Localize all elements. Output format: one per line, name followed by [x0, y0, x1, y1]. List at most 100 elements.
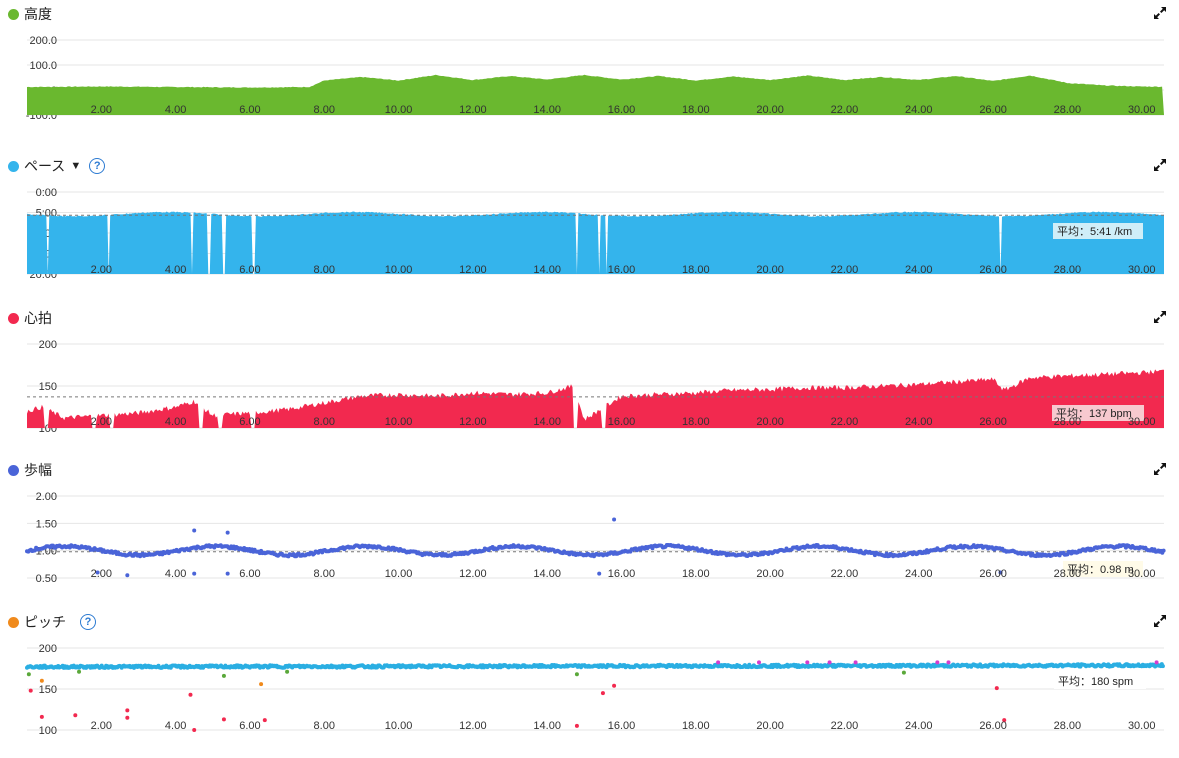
cadence-legend-dot: [8, 616, 19, 628]
expand-icon[interactable]: [1153, 614, 1167, 628]
cadence-title: ピッチ: [24, 614, 66, 630]
x-tick-label: 4.00: [165, 104, 186, 116]
y-tick-label: 150: [39, 684, 57, 696]
heart-rate-panel: 心拍 200 150 100 平均：137 bpm 2.00 4.00 6.00 8.00 10…: [0, 304, 1179, 454]
x-tick-label: 28.00: [1054, 416, 1082, 428]
x-tick-label: 6.00: [239, 264, 260, 276]
cadence-low-point: [612, 683, 617, 688]
x-tick-label: 18.00: [682, 104, 710, 116]
expand-icon[interactable]: [1153, 6, 1167, 20]
cadence-high-point: [853, 660, 858, 665]
x-tick-label: 10.00: [385, 720, 413, 732]
x-tick-label: 2.00: [91, 720, 112, 732]
stride-point: [1161, 548, 1166, 553]
cadence-outlier-point: [77, 669, 82, 674]
x-tick-label: 18.00: [682, 568, 710, 580]
heart-rate-title: 心拍: [24, 310, 52, 326]
x-tick-label: 22.00: [831, 416, 859, 428]
x-tick-label: 30.00: [1128, 416, 1156, 428]
altitude-panel: 高度 200.0100.00-100.02.004.006.008.0010.0…: [0, 0, 1179, 150]
x-tick-label: 26.00: [979, 568, 1007, 580]
stride-outlier-point: [225, 571, 230, 576]
cadence-low-point: [262, 718, 267, 723]
cadence-low-point: [125, 715, 130, 720]
x-tick-label: 12.00: [459, 720, 487, 732]
x-tick-label: 6.00: [239, 104, 260, 116]
heart-rate-area: [27, 369, 1164, 428]
x-tick-label: 12.00: [459, 568, 487, 580]
pace-area: [27, 211, 1164, 274]
x-tick-label: 14.00: [533, 416, 561, 428]
x-tick-label: 20.00: [756, 416, 784, 428]
pace-average-label-bg: [1053, 223, 1143, 239]
x-tick-label: 24.00: [905, 568, 933, 580]
expand-icon[interactable]: [1153, 158, 1167, 172]
cadence-outlier-point: [39, 678, 44, 683]
cadence-low-point: [192, 728, 197, 732]
help-icon[interactable]: ?: [80, 614, 96, 630]
x-tick-label: 26.00: [979, 720, 1007, 732]
expand-icon[interactable]: [1153, 462, 1167, 476]
cadence-average-label-text: 平均：180 spm: [1058, 675, 1133, 688]
x-tick-label: 20.00: [756, 568, 784, 580]
x-tick-label: 16.00: [608, 416, 636, 428]
x-tick-label: 12.00: [459, 264, 487, 276]
x-tick-label: 10.00: [385, 568, 413, 580]
cadence-point: [1160, 664, 1165, 669]
cadence-average-label-bg: [1054, 673, 1146, 689]
x-tick-label: 16.00: [608, 720, 636, 732]
x-tick-label: 2.00: [91, 104, 112, 116]
stride-outlier-point: [612, 517, 617, 522]
expand-icon[interactable]: [1153, 310, 1167, 324]
pace-legend-dot: [8, 160, 19, 172]
cadence-low-point: [994, 686, 999, 691]
x-tick-label: 4.00: [165, 720, 186, 732]
cadence-header: ピッチ ?: [8, 612, 96, 632]
x-tick-label: 22.00: [831, 568, 859, 580]
y-tick-label: 0.50: [36, 573, 57, 585]
x-tick-label: 14.00: [533, 720, 561, 732]
x-tick-label: 22.00: [831, 264, 859, 276]
x-tick-label: 4.00: [165, 416, 186, 428]
pace-average-label-text: 平均：5:41 /km: [1057, 225, 1132, 238]
y-tick-label: 1.50: [36, 518, 57, 530]
cadence-low-point: [73, 713, 78, 718]
x-tick-label: 22.00: [831, 720, 859, 732]
x-tick-label: 16.00: [608, 264, 636, 276]
y-tick-label: 2.00: [36, 491, 57, 503]
x-tick-label: 4.00: [165, 264, 186, 276]
stride-header: 歩幅: [8, 460, 52, 480]
cadence-low-point: [125, 708, 130, 713]
cadence-high-point: [805, 660, 810, 665]
x-tick-label: 8.00: [314, 568, 335, 580]
x-tick-label: 6.00: [239, 720, 260, 732]
stride-outlier-point: [597, 571, 602, 576]
heart-rate-average-label: 平均：137 bpm: [1052, 405, 1144, 421]
y-tick-label: 100.0: [29, 60, 57, 72]
x-tick-label: 16.00: [608, 568, 636, 580]
x-tick-label: 20.00: [756, 104, 784, 116]
altitude-area: [27, 74, 1164, 115]
x-tick-label: 18.00: [682, 416, 710, 428]
y-tick-label: 150: [39, 381, 57, 393]
cadence-low-point: [600, 691, 605, 696]
cadence-high-point: [716, 660, 721, 665]
x-tick-label: 26.00: [979, 416, 1007, 428]
x-tick-label: 8.00: [314, 416, 335, 428]
stride-outlier-point: [192, 571, 197, 576]
x-tick-label: 24.00: [905, 416, 933, 428]
cadence-outlier-point: [259, 682, 264, 687]
help-icon[interactable]: ?: [89, 158, 106, 174]
x-tick-label: 14.00: [533, 264, 561, 276]
x-tick-label: 30.00: [1128, 720, 1156, 732]
cadence-low-point: [221, 717, 226, 722]
x-tick-label: 14.00: [533, 104, 561, 116]
x-tick-label: 12.00: [459, 104, 487, 116]
caret-down-icon[interactable]: ▼: [70, 160, 82, 172]
x-tick-label: 28.00: [1054, 104, 1082, 116]
x-tick-label: 26.00: [979, 104, 1007, 116]
